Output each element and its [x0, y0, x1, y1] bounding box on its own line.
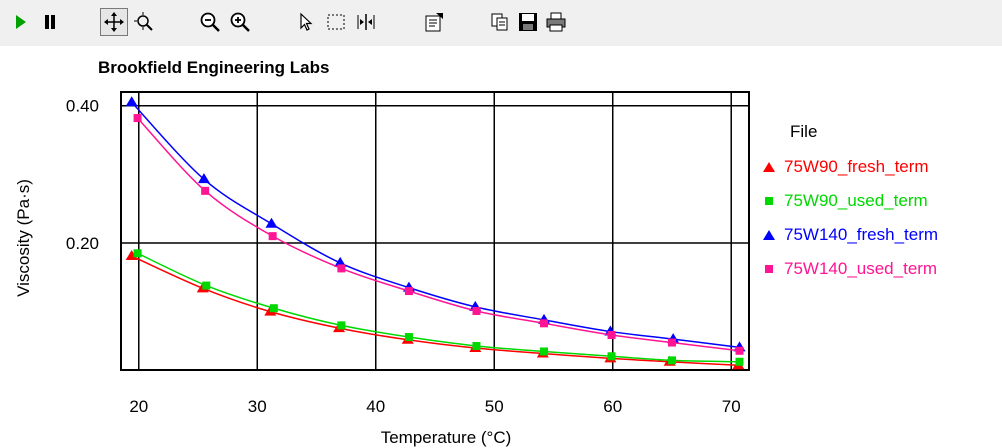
x-tick-label: 70	[722, 397, 741, 416]
grid-lines	[121, 92, 749, 370]
legend-item-75w140-used: 75W140_used_term	[762, 258, 937, 280]
x-tick-label: 40	[366, 397, 385, 416]
series-75W140_fresh_term	[125, 96, 746, 352]
data-point-square	[540, 347, 549, 356]
pointer-icon	[300, 12, 313, 31]
pan-icon	[104, 12, 124, 32]
data-point-square	[202, 281, 211, 290]
zoom-area-icon	[134, 12, 153, 31]
pointer-button[interactable]	[292, 8, 320, 36]
legend-item-75w140-fresh: 75W140_fresh_term	[762, 224, 938, 246]
x-tick-label: 30	[248, 397, 267, 416]
data-point-square	[269, 304, 278, 313]
split-button[interactable]	[352, 8, 380, 36]
legend-item-75w90-fresh: 75W90_fresh_term	[762, 156, 929, 178]
save-icon	[519, 13, 537, 31]
print-button[interactable]	[542, 8, 570, 36]
save-button[interactable]	[514, 8, 542, 36]
plot-area[interactable]: 20 30 40 50 60 70 0.40 0.20 Temperature (°C) Vi…	[0, 0, 760, 448]
chart-toolbar	[0, 0, 1002, 46]
zoom-in-icon	[230, 12, 250, 32]
green-square-marker-icon	[765, 197, 773, 205]
copy-button[interactable]	[486, 8, 514, 36]
copy-icon	[491, 13, 508, 31]
properties-icon	[425, 13, 443, 32]
pan-button[interactable]	[100, 8, 128, 36]
zoom-out-button[interactable]	[196, 8, 224, 36]
data-point-square	[607, 352, 616, 361]
data-point-square	[472, 341, 481, 350]
data-point-square	[735, 346, 744, 355]
legend-item-75w90-used: 75W90_used_term	[762, 190, 928, 212]
x-tick-label: 20	[129, 397, 148, 416]
data-point-square	[133, 249, 142, 258]
axis-tick-labels: 20 30 40 50 60 70 0.40 0.20	[66, 97, 741, 416]
data-point-square	[133, 114, 142, 123]
data-point-square	[540, 319, 549, 328]
play-button[interactable]	[6, 8, 34, 36]
data-point-square	[337, 264, 346, 273]
series-line	[131, 101, 740, 349]
data-point-square	[607, 330, 616, 339]
series-75W140_used_term	[133, 114, 744, 355]
data-point-square	[404, 333, 413, 342]
data-point-triangle	[125, 96, 138, 107]
zoom-in-button[interactable]	[226, 8, 254, 36]
series-line	[137, 117, 740, 352]
x-axis-label: Temperature (°C)	[381, 428, 512, 447]
legend-label: 75W90_fresh_term	[784, 157, 929, 176]
data-point-square	[201, 186, 210, 195]
pink-square-marker-icon	[765, 265, 773, 273]
legend-label: 75W140_fresh_term	[784, 225, 939, 244]
y-tick-label: 0.40	[66, 97, 99, 116]
data-point-triangle	[197, 173, 210, 184]
properties-button[interactable]	[420, 8, 448, 36]
split-icon	[357, 14, 375, 30]
data-point-square	[404, 287, 413, 296]
series-75W90_fresh_term	[125, 250, 745, 370]
data-point-triangle	[125, 250, 138, 261]
select-rect-button[interactable]	[322, 8, 350, 36]
data-point-square	[268, 232, 277, 241]
series-line	[137, 252, 740, 363]
print-icon	[546, 12, 566, 32]
select-rect-icon	[327, 14, 345, 30]
play-icon	[16, 15, 26, 29]
y-tick-label: 0.20	[66, 234, 99, 253]
data-point-square	[667, 356, 676, 365]
data-point-square	[667, 338, 676, 347]
legend-title: File	[790, 122, 818, 141]
data-point-square	[735, 357, 744, 366]
zoom-out-icon	[200, 12, 220, 32]
y-axis-label: Viscosity (Pa·s)	[14, 179, 33, 297]
series-line	[131, 255, 739, 366]
data-point-square	[472, 306, 481, 315]
plot-frame	[120, 91, 750, 371]
series-layer	[125, 96, 746, 370]
data-point-square	[337, 321, 346, 330]
pause-button[interactable]	[36, 8, 64, 36]
series-75W90_used_term	[133, 249, 744, 366]
data-point-triangle	[265, 217, 278, 228]
legend-label: 75W90_used_term	[784, 191, 928, 210]
red-triangle-marker-icon	[763, 162, 775, 172]
legend-label: 75W140_used_term	[784, 259, 938, 278]
chart-title: Brookfield Engineering Labs	[98, 58, 330, 77]
blue-triangle-marker-icon	[763, 230, 775, 240]
pause-icon	[45, 15, 55, 29]
x-tick-label: 50	[485, 397, 504, 416]
x-tick-label: 60	[603, 397, 622, 416]
zoom-area-button[interactable]	[130, 8, 158, 36]
